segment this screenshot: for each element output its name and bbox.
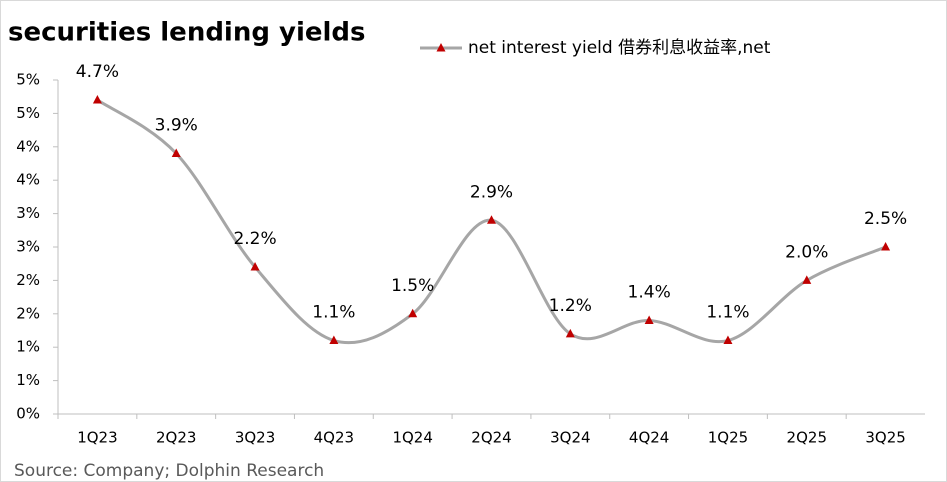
y-tick-label: 3% — [16, 204, 40, 222]
legend-marker — [436, 43, 446, 52]
data-label: 2.2% — [233, 229, 276, 249]
marker — [92, 95, 102, 104]
x-tick-label: 1Q25 — [708, 429, 748, 447]
marker — [487, 215, 496, 224]
x-tick-label: 1Q24 — [392, 429, 432, 447]
chart-title: securities lending yields — [8, 18, 366, 48]
marker — [881, 242, 891, 251]
x-tick-label: 3Q24 — [550, 429, 590, 447]
y-tick-label: 4% — [16, 171, 40, 189]
data-label: 4.7% — [76, 62, 119, 82]
x-tick-label: 3Q25 — [865, 429, 905, 447]
x-tick-label: 2Q23 — [156, 429, 196, 447]
marker — [723, 335, 733, 345]
marker — [250, 262, 260, 271]
y-tick-label: 1% — [16, 371, 40, 389]
data-label: 1.4% — [628, 282, 671, 302]
marker — [802, 275, 812, 284]
y-tick-label: 5% — [16, 104, 40, 122]
y-tick-label: 2% — [16, 304, 40, 322]
x-tick-label: 4Q23 — [314, 429, 354, 447]
x-tick-label: 4Q24 — [629, 429, 669, 447]
y-tick-label: 1% — [16, 338, 40, 356]
data-label: 2.9% — [470, 182, 513, 202]
data-label: 1.1% — [706, 303, 749, 323]
data-label: 2.5% — [864, 209, 907, 229]
marker — [565, 328, 575, 338]
y-tick-label: 5% — [16, 71, 40, 89]
legend-label: net interest yield 借券利息收益率,net — [468, 38, 771, 58]
source: Source: Company; Dolphin Research — [14, 461, 324, 481]
y-tick-label: 4% — [16, 137, 40, 155]
marker — [171, 148, 181, 157]
data-label: 1.1% — [312, 303, 355, 323]
data-label: 2.0% — [785, 242, 828, 262]
data-label: 1.5% — [391, 276, 434, 296]
marker — [408, 308, 418, 318]
x-tick-label: 2Q24 — [471, 429, 511, 447]
x-tick-label: 2Q25 — [787, 429, 827, 447]
x-tick-label: 3Q23 — [235, 429, 275, 447]
y-tick-label: 2% — [16, 271, 40, 289]
marker — [329, 335, 339, 345]
marker — [644, 315, 654, 324]
x-tick-label: 1Q23 — [77, 429, 117, 447]
data-label: 1.2% — [549, 296, 592, 316]
data-label: 3.9% — [155, 115, 198, 135]
y-tick-label: 3% — [16, 238, 40, 256]
y-tick-label: 0% — [16, 405, 40, 423]
